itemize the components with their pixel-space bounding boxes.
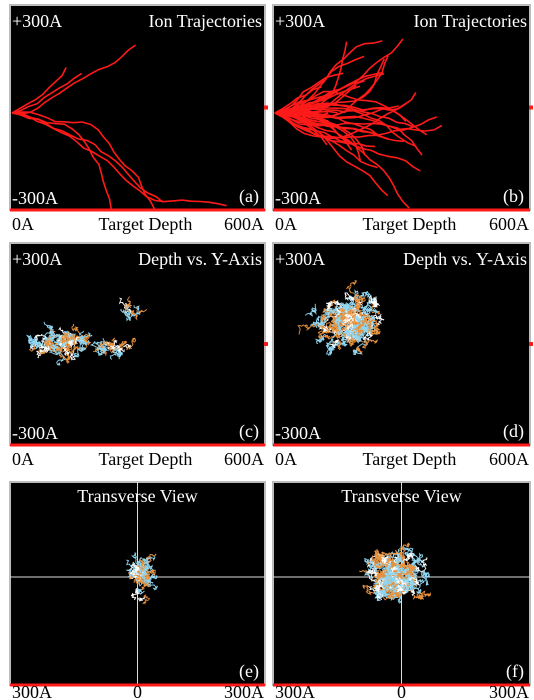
panel-tag: (e) (239, 661, 259, 682)
panel-title: Ion Trajectories (149, 11, 262, 31)
x-axis-center: Target Depth (99, 214, 193, 234)
x-axis-center: 0 (397, 682, 406, 700)
top-label: +300A (275, 11, 325, 31)
x-axis-right: 600A (489, 214, 529, 234)
x-axis-right: 600A (489, 449, 529, 469)
edge-marker (529, 106, 533, 110)
x-axis-left: 0A (12, 449, 34, 469)
panel-tag: (b) (503, 186, 524, 207)
x-axis-right: 300A (224, 682, 264, 700)
panel-background (10, 5, 265, 210)
top-label: +300A (12, 11, 62, 31)
panel-tag: (a) (239, 186, 259, 207)
panel-tag: (d) (503, 421, 524, 442)
x-axis-center: Target Depth (363, 214, 457, 234)
bottom-label: -300A (275, 188, 321, 208)
x-axis-right: 600A (224, 214, 264, 234)
top-label: +300A (275, 249, 325, 269)
panel-title: Depth vs. Y-Axis (138, 249, 262, 269)
x-axis-left: 300A (275, 682, 315, 700)
bottom-label: -300A (12, 188, 58, 208)
x-axis-left: 300A (12, 682, 52, 700)
panel-tag: (c) (239, 421, 259, 442)
panel-title: Transverse View (77, 486, 197, 506)
panel-title: Depth vs. Y-Axis (403, 249, 527, 269)
edge-marker (264, 342, 268, 346)
figure: +300A Ion Trajectories -300A (a) 0A Target De… (0, 0, 534, 700)
panel: Transverse View(e)300A0300A (10, 482, 265, 700)
panel: +300A Ion Trajectories -300A (a) 0A Target De… (10, 5, 268, 234)
x-axis-left: 0A (275, 449, 297, 469)
x-axis-center: 0 (133, 682, 142, 700)
panel: Transverse View(f)300A0300A (273, 482, 530, 700)
top-label: +300A (12, 249, 62, 269)
panel-background (273, 243, 530, 445)
panel: +300A Ion Trajectories -300A (b) 0A Target De… (273, 5, 533, 234)
panel: +300A Depth vs. Y-Axis -300A (d) 0A Target De… (273, 243, 533, 469)
x-axis-right: 300A (489, 682, 529, 700)
x-axis-center: Target Depth (363, 449, 457, 469)
panel: +300A Depth vs. Y-Axis -300A (c) 0A Target De… (10, 243, 268, 469)
page: {"panels": [ {"title": "Ion Trajectories… (0, 0, 534, 700)
bottom-label: -300A (12, 423, 58, 443)
edge-marker (264, 106, 268, 110)
x-axis-right: 600A (224, 449, 264, 469)
x-axis-left: 0A (275, 214, 297, 234)
x-axis-left: 0A (12, 214, 34, 234)
x-axis-center: Target Depth (99, 449, 193, 469)
panel-title: Transverse View (341, 486, 461, 506)
edge-marker (529, 342, 533, 346)
panel-tag: (f) (506, 661, 524, 682)
panel-title: Ion Trajectories (414, 11, 527, 31)
bottom-label: -300A (275, 423, 321, 443)
